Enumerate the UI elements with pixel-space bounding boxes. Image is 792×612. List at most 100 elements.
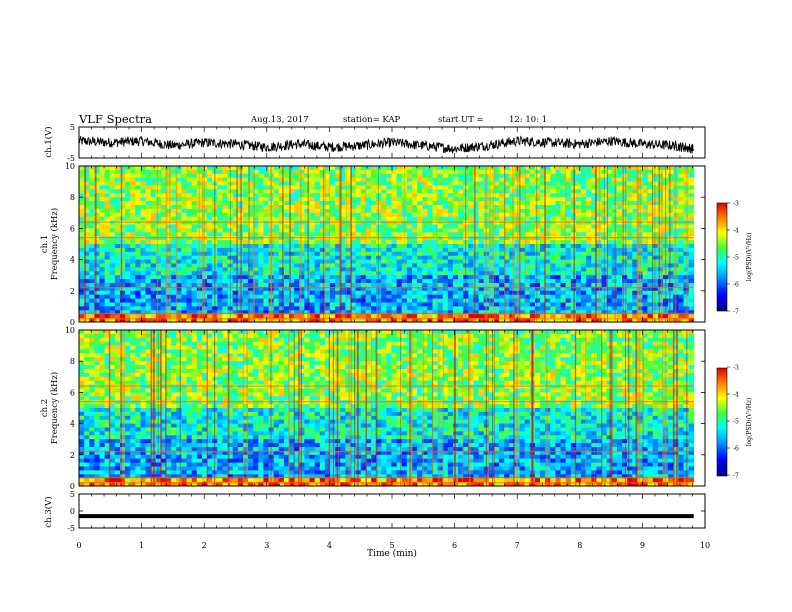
heatmap-cell	[586, 169, 592, 175]
heatmap-cell	[222, 240, 228, 245]
heatmap-cell	[109, 306, 116, 311]
heatmap-cell	[411, 177, 418, 182]
heatmap-cell	[345, 173, 351, 179]
heatmap-cell	[248, 212, 254, 218]
heatmap-cell	[417, 212, 423, 218]
heatmap-cell	[283, 205, 290, 210]
heatmap-cell	[540, 189, 546, 194]
heatmap-cell	[145, 318, 152, 323]
heatmap-cell	[79, 286, 85, 292]
heatmap-cell	[534, 201, 541, 206]
heatmap-cell	[89, 267, 95, 272]
heatmap-cell	[289, 283, 295, 288]
heatmap-cell	[309, 166, 316, 171]
heatmap-cell	[688, 220, 695, 225]
heatmap-cell	[540, 283, 546, 288]
heatmap-cell	[294, 267, 300, 272]
heatmap-cell	[657, 177, 664, 182]
heatmap-cell	[447, 232, 454, 237]
heatmap-cell	[406, 185, 413, 190]
heatmap-cell	[652, 267, 659, 272]
heatmap-cell	[99, 267, 106, 272]
heatmap-cell	[217, 314, 223, 319]
heatmap-cell	[186, 290, 193, 296]
heatmap-cell	[345, 208, 351, 214]
heatmap-cell	[242, 224, 249, 229]
heatmap-cell	[186, 173, 193, 179]
heatmap-cell	[135, 259, 141, 264]
heatmap-cell	[519, 290, 526, 296]
heatmap-cell	[166, 263, 172, 268]
heatmap-cell	[432, 271, 438, 276]
heatmap-cell	[253, 298, 259, 303]
heatmap-cell	[499, 173, 505, 179]
heatmap-cell	[591, 290, 597, 296]
heatmap-cell	[442, 173, 449, 179]
heatmap-cell	[550, 236, 556, 241]
heatmap-cell	[345, 271, 351, 276]
heatmap-cell	[114, 298, 121, 303]
heatmap-cell	[616, 201, 623, 206]
heatmap-cell	[545, 181, 551, 186]
heatmap-cell	[135, 298, 141, 303]
heatmap-cell	[278, 201, 285, 206]
heatmap-cell	[299, 290, 305, 296]
heatmap-cell	[94, 201, 100, 206]
heatmap-cell	[217, 236, 223, 241]
heatmap-cell	[545, 255, 551, 260]
heatmap-cell	[534, 166, 541, 171]
burst-stripe	[669, 166, 671, 322]
heatmap-cell	[657, 263, 664, 268]
heatmap-cell	[581, 173, 587, 179]
heatmap-cell	[417, 181, 423, 186]
heatmap-cell	[452, 220, 459, 225]
heatmap-cell	[99, 177, 106, 182]
heatmap-cell	[411, 244, 418, 249]
heatmap-cell	[545, 267, 551, 272]
heatmap-cell	[565, 247, 572, 253]
heatmap-cell	[452, 244, 459, 249]
heatmap-cell	[652, 228, 659, 233]
heatmap-cell	[155, 244, 162, 249]
burst-stripe	[299, 166, 302, 322]
heatmap-cell	[314, 177, 321, 182]
heatmap-cell	[391, 294, 398, 299]
heatmap-cell	[181, 247, 187, 253]
heatmap-cell	[396, 240, 403, 245]
heatmap-cell	[371, 283, 377, 288]
heatmap-cell	[406, 228, 413, 233]
heatmap-cell	[642, 244, 649, 249]
heatmap-cell	[678, 236, 684, 241]
heatmap-cell	[319, 236, 326, 241]
heatmap-cell	[324, 302, 331, 307]
heatmap-cell	[294, 189, 300, 194]
heatmap-cell	[442, 310, 449, 315]
heatmap-cell	[468, 228, 474, 233]
heatmap-cell	[319, 212, 326, 218]
heatmap-cell	[396, 212, 403, 218]
heatmap-cell	[555, 259, 561, 264]
heatmap-cell	[586, 224, 592, 229]
heatmap-cell	[309, 185, 316, 190]
heatmap-cell	[350, 189, 357, 194]
heatmap-cell	[381, 267, 387, 272]
burst-stripe	[598, 166, 601, 322]
heatmap-cell	[504, 310, 510, 315]
heatmap-cell	[330, 166, 336, 171]
heatmap-cell	[606, 298, 613, 303]
heatmap-cell	[493, 302, 500, 307]
heatmap-cell	[324, 294, 331, 299]
heatmap-cell	[391, 220, 398, 225]
heatmap-cell	[622, 166, 628, 171]
heatmap-cell	[350, 306, 357, 311]
heatmap-cell	[627, 205, 633, 210]
heatmap-cell	[478, 205, 485, 210]
heatmap-cell	[432, 193, 438, 198]
heatmap-cell	[652, 318, 659, 323]
heatmap-cell	[242, 208, 249, 214]
heatmap-cell	[319, 224, 326, 229]
heatmap-cell	[391, 173, 398, 179]
heatmap-cell	[534, 267, 541, 272]
heatmap-cell	[289, 208, 295, 214]
heatmap-cell	[452, 224, 459, 229]
